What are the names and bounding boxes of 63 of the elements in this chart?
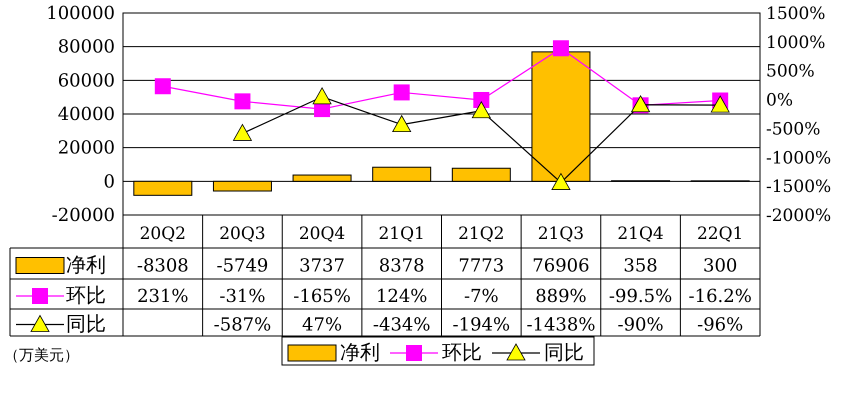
y-tick-label: 80000 — [58, 36, 115, 58]
data-label: 8378 — [378, 256, 425, 276]
y2-tick-label: 0% — [766, 90, 793, 111]
y-tick-label: 100000 — [46, 3, 115, 24]
data-label: -1438% — [526, 314, 596, 336]
data-label: -96% — [697, 314, 744, 336]
data-label: 300 — [703, 256, 738, 276]
y2-tick-label: -2000% — [766, 206, 832, 226]
text: 净利 — [340, 340, 380, 364]
legend-label: 净利 — [66, 252, 106, 276]
x-tick-label: 20Q2 — [140, 224, 186, 244]
point — [312, 87, 332, 104]
y2-tick-label: 1500% — [766, 4, 826, 24]
point — [154, 78, 171, 94]
y2-tick-label: 1000% — [766, 32, 826, 53]
data-label: 358 — [623, 256, 658, 276]
data-label: -165% — [293, 286, 351, 307]
data-label: -31% — [219, 286, 266, 307]
point — [394, 84, 410, 100]
legend-label: 环比 — [66, 283, 106, 307]
x-tick-label: 21Q1 — [378, 224, 425, 244]
data-label: -5749 — [216, 256, 268, 276]
y-tick-label: 20000 — [58, 138, 115, 159]
data-label: 76906 — [532, 256, 590, 276]
data-label: -434% — [372, 314, 430, 336]
point — [392, 115, 412, 132]
data-label: 3737 — [299, 256, 345, 276]
data-label: -587% — [214, 314, 272, 336]
point — [552, 40, 569, 56]
point — [233, 124, 252, 141]
x-tick-label: 21Q4 — [617, 224, 664, 244]
point — [552, 173, 570, 190]
text: （万美元） — [4, 346, 79, 364]
text: 同比 — [66, 312, 106, 336]
y2-tick-label: -1000% — [766, 148, 832, 168]
x-tick-label: 20Q3 — [219, 224, 266, 244]
y-tick-label: 0 — [104, 171, 115, 192]
y2-tick-label: -500% — [766, 119, 820, 140]
x-tick-label: 22Q1 — [696, 224, 744, 244]
data-label: -16.2% — [688, 286, 752, 307]
y2-tick-label: -1500% — [766, 177, 832, 198]
data-label: 231% — [137, 286, 189, 307]
y2-tick-label: 500% — [766, 62, 815, 82]
legend-label: 同比 — [544, 340, 584, 364]
data-label: 47% — [302, 314, 342, 336]
y-tick-label: 40000 — [58, 104, 115, 125]
data-label: -99.5% — [608, 286, 672, 307]
point — [710, 96, 730, 113]
data-label: -194% — [452, 314, 510, 336]
x-tick-label: 21Q2 — [458, 224, 505, 244]
text: 环比 — [442, 340, 482, 364]
data-label: 7773 — [458, 256, 504, 276]
y-tick-label: 60000 — [58, 70, 115, 92]
data-label: -8308 — [136, 256, 189, 276]
x-tick-label: 20Q4 — [298, 224, 346, 244]
data-label: -7% — [464, 286, 499, 307]
data-label: 124% — [376, 286, 428, 307]
y-tick-label: -20000 — [52, 205, 115, 226]
data-label: -90% — [618, 314, 664, 336]
x-tick-label: 21Q3 — [538, 224, 584, 244]
data-label: 889% — [535, 286, 587, 307]
point — [234, 93, 250, 110]
point — [472, 101, 491, 118]
